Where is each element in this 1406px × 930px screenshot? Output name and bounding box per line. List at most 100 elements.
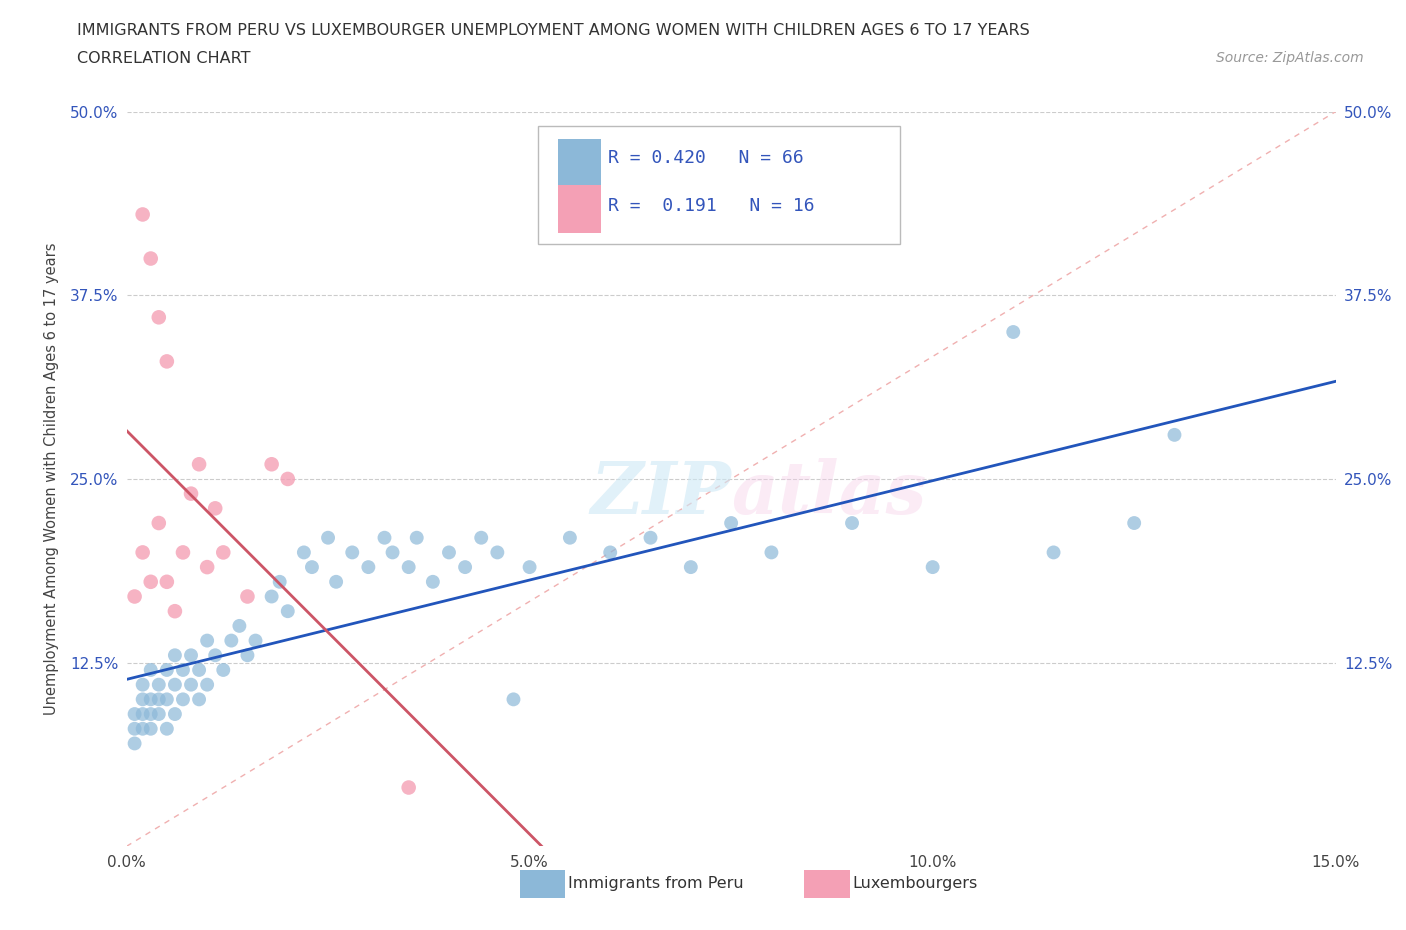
- Text: Source: ZipAtlas.com: Source: ZipAtlas.com: [1216, 51, 1364, 65]
- Point: [204, 648, 226, 663]
- Point: [180, 677, 202, 692]
- Point: [486, 545, 509, 560]
- Point: [148, 707, 170, 722]
- Point: [470, 530, 492, 545]
- Point: [163, 604, 186, 618]
- Point: [163, 707, 186, 722]
- Point: [124, 707, 146, 722]
- Point: [163, 648, 186, 663]
- Point: [405, 530, 427, 545]
- Point: [148, 692, 170, 707]
- Text: CORRELATION CHART: CORRELATION CHART: [77, 51, 250, 66]
- FancyBboxPatch shape: [804, 870, 849, 897]
- Point: [1163, 428, 1185, 443]
- Point: [139, 575, 162, 590]
- Point: [131, 677, 153, 692]
- Point: [131, 692, 153, 707]
- Point: [228, 618, 250, 633]
- Point: [373, 530, 395, 545]
- Point: [124, 589, 146, 604]
- Y-axis label: Unemployment Among Women with Children Ages 6 to 17 years: Unemployment Among Women with Children A…: [44, 243, 59, 715]
- Point: [679, 560, 702, 575]
- Point: [124, 736, 146, 751]
- Point: [139, 662, 162, 677]
- Point: [519, 560, 541, 575]
- Point: [212, 662, 235, 677]
- FancyBboxPatch shape: [520, 870, 565, 897]
- Point: [921, 560, 943, 575]
- Point: [188, 692, 211, 707]
- Point: [156, 662, 179, 677]
- Point: [212, 545, 235, 560]
- Point: [292, 545, 315, 560]
- Point: [398, 780, 420, 795]
- Point: [139, 707, 162, 722]
- Point: [236, 648, 259, 663]
- Text: R =  0.191   N = 16: R = 0.191 N = 16: [607, 196, 814, 215]
- Point: [156, 354, 179, 369]
- Point: [558, 530, 581, 545]
- FancyBboxPatch shape: [558, 139, 600, 187]
- Point: [422, 575, 444, 590]
- Text: atlas: atlas: [731, 458, 927, 529]
- Point: [1123, 515, 1146, 530]
- Point: [188, 662, 211, 677]
- Point: [502, 692, 524, 707]
- Point: [131, 707, 153, 722]
- Point: [720, 515, 742, 530]
- Point: [357, 560, 380, 575]
- Point: [156, 692, 179, 707]
- Point: [316, 530, 339, 545]
- Point: [131, 722, 153, 737]
- Point: [172, 545, 194, 560]
- Point: [163, 677, 186, 692]
- Point: [1002, 325, 1025, 339]
- Point: [260, 457, 283, 472]
- Point: [195, 633, 218, 648]
- Point: [204, 501, 226, 516]
- Point: [180, 648, 202, 663]
- Point: [148, 677, 170, 692]
- Point: [269, 575, 291, 590]
- Point: [148, 310, 170, 325]
- Point: [437, 545, 460, 560]
- Point: [381, 545, 404, 560]
- Point: [188, 457, 211, 472]
- Point: [599, 545, 621, 560]
- Point: [454, 560, 477, 575]
- Point: [236, 589, 259, 604]
- Point: [139, 722, 162, 737]
- Point: [325, 575, 347, 590]
- Point: [277, 604, 299, 618]
- Point: [156, 722, 179, 737]
- Text: Immigrants from Peru: Immigrants from Peru: [568, 876, 744, 891]
- Point: [139, 692, 162, 707]
- Text: ZIP: ZIP: [591, 458, 731, 529]
- Point: [180, 486, 202, 501]
- FancyBboxPatch shape: [537, 126, 900, 244]
- Point: [1042, 545, 1064, 560]
- Point: [139, 251, 162, 266]
- Point: [172, 662, 194, 677]
- Point: [841, 515, 863, 530]
- Point: [221, 633, 243, 648]
- Point: [301, 560, 323, 575]
- Point: [342, 545, 364, 560]
- Text: IMMIGRANTS FROM PERU VS LUXEMBOURGER UNEMPLOYMENT AMONG WOMEN WITH CHILDREN AGES: IMMIGRANTS FROM PERU VS LUXEMBOURGER UNE…: [77, 23, 1031, 38]
- Point: [131, 545, 153, 560]
- Point: [277, 472, 299, 486]
- Point: [195, 560, 218, 575]
- Text: R = 0.420   N = 66: R = 0.420 N = 66: [607, 149, 804, 166]
- Point: [245, 633, 267, 648]
- Point: [398, 560, 420, 575]
- Text: Luxembourgers: Luxembourgers: [852, 876, 977, 891]
- Point: [124, 722, 146, 737]
- Point: [172, 692, 194, 707]
- Point: [640, 530, 662, 545]
- Point: [260, 589, 283, 604]
- Point: [148, 515, 170, 530]
- FancyBboxPatch shape: [558, 185, 600, 232]
- Point: [195, 677, 218, 692]
- Point: [131, 207, 153, 222]
- Point: [761, 545, 783, 560]
